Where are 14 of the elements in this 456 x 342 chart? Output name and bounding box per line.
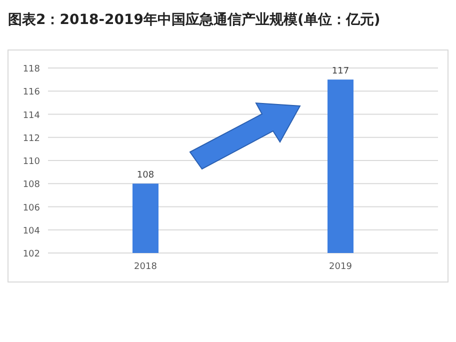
y-tick-label: 112 xyxy=(22,134,40,144)
chart-title: 图表2：2018-2019年中国应急通信产业规模(单位：亿元) xyxy=(8,11,380,28)
y-tick-label: 108 xyxy=(22,180,40,190)
y-tick-label: 114 xyxy=(22,110,40,121)
data-label: 117 xyxy=(332,66,350,77)
y-tick-label: 104 xyxy=(22,226,40,236)
x-tick-label: 2018 xyxy=(134,262,158,272)
data-label: 108 xyxy=(136,170,154,181)
y-tick-label: 116 xyxy=(22,88,40,98)
y-tick-label: 110 xyxy=(22,157,40,167)
y-tick-label: 118 xyxy=(22,64,40,74)
x-tick-label: 2019 xyxy=(329,262,352,272)
y-tick-label: 106 xyxy=(22,203,40,214)
y-tick-label: 102 xyxy=(22,250,40,260)
